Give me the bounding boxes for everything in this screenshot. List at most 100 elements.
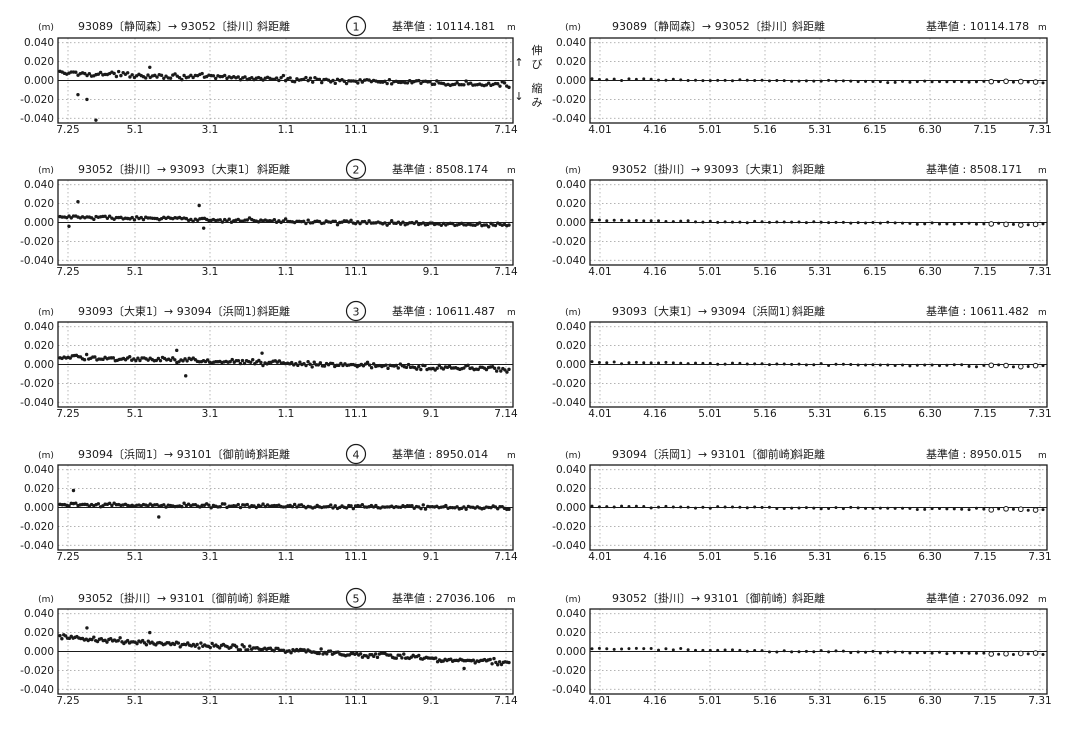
- data-point: [886, 506, 890, 510]
- data-point: [930, 507, 934, 511]
- data-point: [671, 505, 675, 509]
- data-point: [388, 653, 393, 657]
- reference-value: 基準値 : 10611.482: [926, 304, 1029, 318]
- data-point: [101, 357, 105, 362]
- plot-frame: [589, 37, 1048, 124]
- data-point: [760, 649, 764, 653]
- data-point: [74, 501, 78, 505]
- x-tick-label: 5.1: [127, 408, 144, 420]
- data-point: [98, 70, 103, 75]
- data-point: [507, 85, 511, 90]
- data-point: [849, 79, 853, 83]
- data-point: [642, 647, 646, 651]
- data-point: [318, 361, 323, 365]
- data-point-open: [1003, 650, 1009, 657]
- data-point: [243, 75, 247, 79]
- data-point: [248, 360, 253, 364]
- data-point: [195, 642, 199, 647]
- x-tick-label: 7.15: [973, 266, 996, 278]
- x-tick-label: 4.16: [643, 266, 667, 278]
- data-point: [119, 73, 123, 78]
- data-point: [967, 508, 971, 512]
- measure-label: 斜距離: [257, 19, 290, 33]
- data-point: [657, 78, 661, 82]
- data-point: [289, 360, 294, 365]
- data-point: [694, 506, 698, 510]
- x-tick-label: 3.1: [202, 408, 219, 420]
- x-tick-label: 6.15: [863, 124, 886, 136]
- data-point: [423, 507, 428, 511]
- data-point: [277, 78, 281, 83]
- data-point: [649, 77, 653, 81]
- x-tick-label: 7.31: [1028, 408, 1051, 420]
- data-point: [207, 503, 211, 507]
- data-point: [864, 363, 868, 367]
- data-point: [849, 505, 853, 509]
- y-tick-label: 0.040: [556, 179, 586, 191]
- x-tick-label: 7.25: [56, 124, 79, 136]
- data-point: [760, 362, 764, 366]
- data-point: [248, 644, 252, 648]
- data-point: [612, 647, 616, 651]
- data-point: [238, 505, 243, 510]
- data-point: [878, 506, 882, 510]
- data-point: [864, 79, 868, 83]
- data-point: [664, 360, 668, 364]
- data-point: [834, 362, 838, 366]
- data-point: [804, 221, 808, 225]
- measure-label: 斜距離: [792, 591, 825, 605]
- reference-value: 基準値 : 10611.487: [392, 304, 495, 318]
- data-point: [856, 221, 860, 225]
- data-point: [812, 79, 816, 83]
- data-point: [335, 222, 340, 227]
- data-point: [782, 506, 786, 510]
- data-point: [627, 361, 631, 365]
- y-tick-label: -0.040: [552, 684, 586, 696]
- data-point: [134, 358, 138, 363]
- y-tick-label: -0.040: [20, 255, 54, 267]
- data-point: [428, 80, 432, 84]
- y-tick-label: 0.020: [24, 483, 54, 495]
- data-point: [856, 506, 860, 510]
- data-point: [797, 220, 801, 224]
- data-point: [745, 649, 749, 653]
- y-tick-label: -0.040: [552, 397, 586, 409]
- data-point: [804, 649, 808, 653]
- data-point: [415, 367, 419, 371]
- data-point: [462, 83, 466, 87]
- data-point: [92, 635, 96, 639]
- data-point: [84, 352, 89, 357]
- y-tick-label: -0.020: [20, 378, 54, 390]
- data-point: [365, 360, 370, 365]
- data-point: [590, 647, 594, 651]
- data-point: [417, 653, 421, 658]
- x-tick-label: 7.25: [56, 551, 79, 563]
- data-point: [105, 216, 110, 220]
- data-point: [804, 363, 808, 367]
- data-point: [982, 507, 986, 511]
- y-tick-label: 0.020: [556, 198, 586, 210]
- data-point-outlier: [85, 97, 89, 102]
- x-tick-label: 7.14: [494, 695, 518, 707]
- data-point: [960, 363, 964, 367]
- data-point: [642, 77, 646, 81]
- data-point: [871, 649, 875, 653]
- data-point: [716, 362, 720, 366]
- data-point-outlier: [148, 65, 152, 69]
- data-point: [486, 81, 491, 85]
- data-point: [173, 72, 177, 76]
- y-tick-label: 0.000: [556, 359, 586, 371]
- plot-frame: [589, 179, 1048, 266]
- data-point-open: [988, 78, 995, 85]
- y-tick-label: -0.020: [552, 378, 586, 390]
- data-point: [432, 82, 437, 86]
- data-point: [804, 506, 808, 510]
- data-point: [375, 655, 380, 660]
- data-point: [398, 653, 402, 658]
- data-point: [320, 80, 324, 85]
- data-point: [128, 355, 132, 359]
- data-point: [242, 645, 246, 649]
- data-point-open: [1003, 506, 1009, 512]
- data-point: [162, 503, 166, 507]
- data-point: [937, 80, 941, 84]
